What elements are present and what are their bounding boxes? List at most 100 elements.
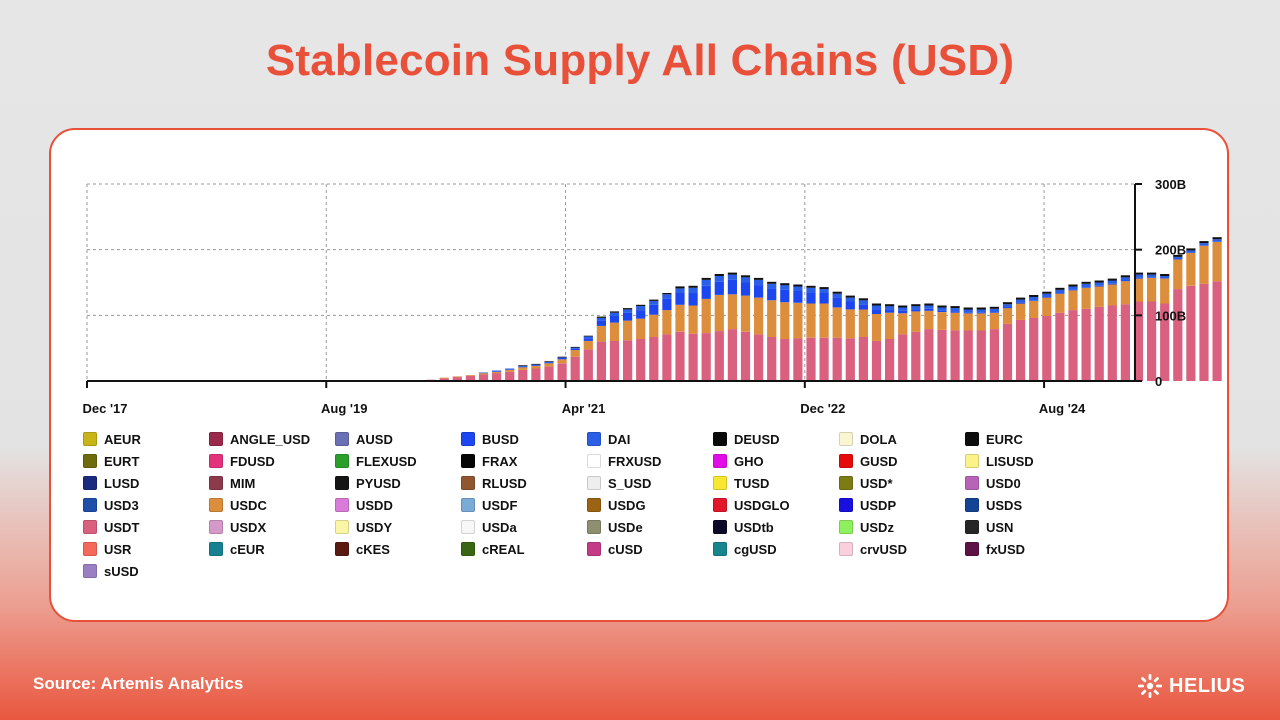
legend-item[interactable]: USDa <box>461 518 587 536</box>
legend-item[interactable]: S_USD <box>587 474 713 492</box>
legend-item[interactable]: AEUR <box>83 430 209 448</box>
bar-segment-dai <box>858 300 868 305</box>
legend-label: USDa <box>482 519 517 535</box>
legend-item[interactable]: USDS <box>965 496 1091 514</box>
bar-segment-dai <box>793 286 803 291</box>
legend-item[interactable]: LISUSD <box>965 452 1091 470</box>
bar-segment-usdt <box>714 331 724 381</box>
bar-segment-other <box>740 275 751 278</box>
legend-item[interactable]: FLEXUSD <box>335 452 461 470</box>
bar-segment-dai <box>898 307 908 311</box>
bar-segment-busd <box>583 338 593 341</box>
legend-label: cKES <box>356 541 390 557</box>
legend-item[interactable]: PYUSD <box>335 474 461 492</box>
legend-swatch <box>713 498 727 512</box>
bar-segment-usdt <box>937 329 947 381</box>
legend-item[interactable]: DOLA <box>839 430 965 448</box>
bar-segment-busd <box>531 365 541 366</box>
legend-item[interactable]: MIM <box>209 474 335 492</box>
legend-item[interactable]: USDY <box>335 518 461 536</box>
bar-segment-busd <box>767 288 777 301</box>
bar-segment-usdt <box>505 371 515 381</box>
bar-segment-other <box>714 274 724 276</box>
legend-item[interactable]: ANGLE_USD <box>209 430 335 448</box>
legend-item[interactable]: cKES <box>335 540 461 558</box>
legend-item[interactable]: USDX <box>209 518 335 536</box>
legend-item[interactable]: USR <box>83 540 209 558</box>
bar-segment-dai <box>531 364 541 366</box>
bar-segment-busd <box>518 366 528 368</box>
bar-segment-usdc <box>465 375 475 376</box>
legend-item[interactable]: USDD <box>335 496 461 514</box>
legend-item[interactable]: cUSD <box>587 540 713 558</box>
legend-item[interactable]: GHO <box>713 452 839 470</box>
legend-item[interactable]: USDT <box>83 518 209 536</box>
legend-item[interactable]: USD* <box>839 474 965 492</box>
bar-segment-usdc <box>780 302 790 339</box>
legend-item[interactable]: DEUSD <box>713 430 839 448</box>
bar-segment-usdc <box>1002 308 1013 324</box>
bar-segment-other <box>754 277 764 280</box>
legend-item[interactable]: sUSD <box>83 562 209 580</box>
legend-item[interactable]: USDe <box>587 518 713 536</box>
bar-segment-other <box>885 304 895 307</box>
bar-segment-usdt <box>1160 303 1170 381</box>
bar-segment-usdc <box>439 377 449 379</box>
legend-item[interactable]: LUSD <box>83 474 209 492</box>
legend-item[interactable]: USDtb <box>713 518 839 536</box>
bar-segment-dai <box>1081 283 1091 288</box>
legend-item[interactable]: USDGLO <box>713 496 839 514</box>
legend-item[interactable]: FDUSD <box>209 452 335 470</box>
legend-item[interactable]: cEUR <box>209 540 335 558</box>
legend-item[interactable]: GUSD <box>839 452 965 470</box>
bar-segment-dai <box>1068 286 1078 290</box>
legend-swatch <box>461 498 475 512</box>
legend-item[interactable]: EURT <box>83 452 209 470</box>
legend-item[interactable]: RLUSD <box>461 474 587 492</box>
legend-item[interactable]: FRXUSD <box>587 452 713 470</box>
bar-segment-dai <box>1199 243 1209 246</box>
bar-segment-other <box>727 272 737 275</box>
bar-segment-usdt <box>1147 301 1157 381</box>
bar-segment-usdt <box>1042 316 1052 381</box>
legend-item[interactable]: USDG <box>587 496 713 514</box>
legend-swatch <box>587 454 601 468</box>
legend-item[interactable]: USDF <box>461 496 587 514</box>
legend-item[interactable]: USDz <box>839 518 965 536</box>
legend-item[interactable]: USDC <box>209 496 335 514</box>
bar-segment-busd <box>1081 287 1091 288</box>
legend-label: USD* <box>860 475 893 491</box>
bar-segment-usdc <box>452 376 462 378</box>
legend-swatch <box>83 498 97 512</box>
bar-segment-usdt <box>452 377 462 381</box>
legend-item[interactable]: cgUSD <box>713 540 839 558</box>
legend-item[interactable]: AUSD <box>335 430 461 448</box>
legend-item[interactable]: crvUSD <box>839 540 965 558</box>
legend-item[interactable]: USD0 <box>965 474 1091 492</box>
bar-segment-busd <box>1107 283 1117 285</box>
legend-swatch <box>461 542 475 556</box>
bar-segment-usdc <box>1160 278 1170 304</box>
bar-segment-dai <box>583 336 593 339</box>
legend-item[interactable]: USDP <box>839 496 965 514</box>
bar-segment-usdt <box>898 334 908 381</box>
legend-item[interactable]: BUSD <box>461 430 587 448</box>
bar-segment-usdt <box>701 333 711 381</box>
legend-item[interactable]: cREAL <box>461 540 587 558</box>
bar-segment-busd <box>911 309 921 312</box>
bar-segment-usdc <box>1016 303 1026 320</box>
legend-label: cUSD <box>608 541 643 557</box>
legend-item[interactable]: FRAX <box>461 452 587 470</box>
legend-item[interactable]: USD3 <box>83 496 209 514</box>
legend-item[interactable]: DAI <box>587 430 713 448</box>
legend-item[interactable]: TUSD <box>713 474 839 492</box>
legend-item[interactable]: EURC <box>965 430 1091 448</box>
legend-item[interactable]: fxUSD <box>965 540 1091 558</box>
bar-segment-dai <box>505 368 515 370</box>
bar-segment-busd <box>596 320 606 326</box>
bar-segment-usdt <box>518 369 528 381</box>
legend-swatch <box>461 520 475 534</box>
bar-segment-usdt <box>609 340 620 381</box>
bar-segment-dai <box>1173 256 1183 260</box>
legend-item[interactable]: USN <box>965 518 1091 536</box>
